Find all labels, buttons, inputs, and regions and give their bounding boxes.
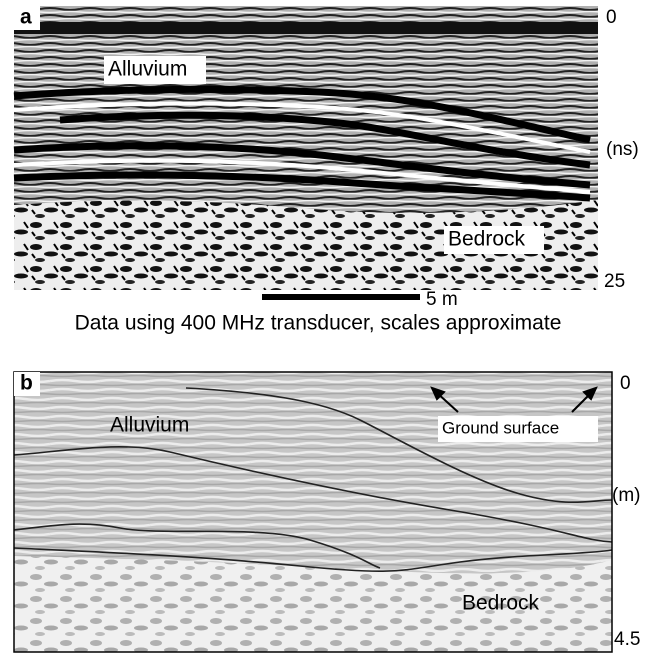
axis-top: 0 (620, 373, 631, 394)
unit-label: Bedrock (448, 228, 526, 251)
scale-bar (262, 294, 420, 300)
radargram-a (13, 6, 598, 290)
panel-label: b (20, 372, 33, 395)
scale-label: 5 m (426, 289, 458, 310)
axis-unit: (ns) (606, 139, 639, 160)
axis-unit: (m) (612, 485, 640, 506)
annotation: Ground surface (442, 418, 559, 437)
axis-bottom: 4.5 (614, 629, 640, 650)
unit-label: Alluvium (110, 414, 189, 437)
arrows (430, 386, 598, 413)
unit-label: Bedrock (462, 592, 540, 615)
caption: Data using 400 MHz transducer, scales ap… (75, 312, 562, 335)
axis-bottom: 25 (604, 271, 625, 292)
axis-top: 0 (606, 7, 617, 28)
panel-label: a (20, 6, 32, 29)
unit-label: Alluvium (108, 58, 187, 81)
